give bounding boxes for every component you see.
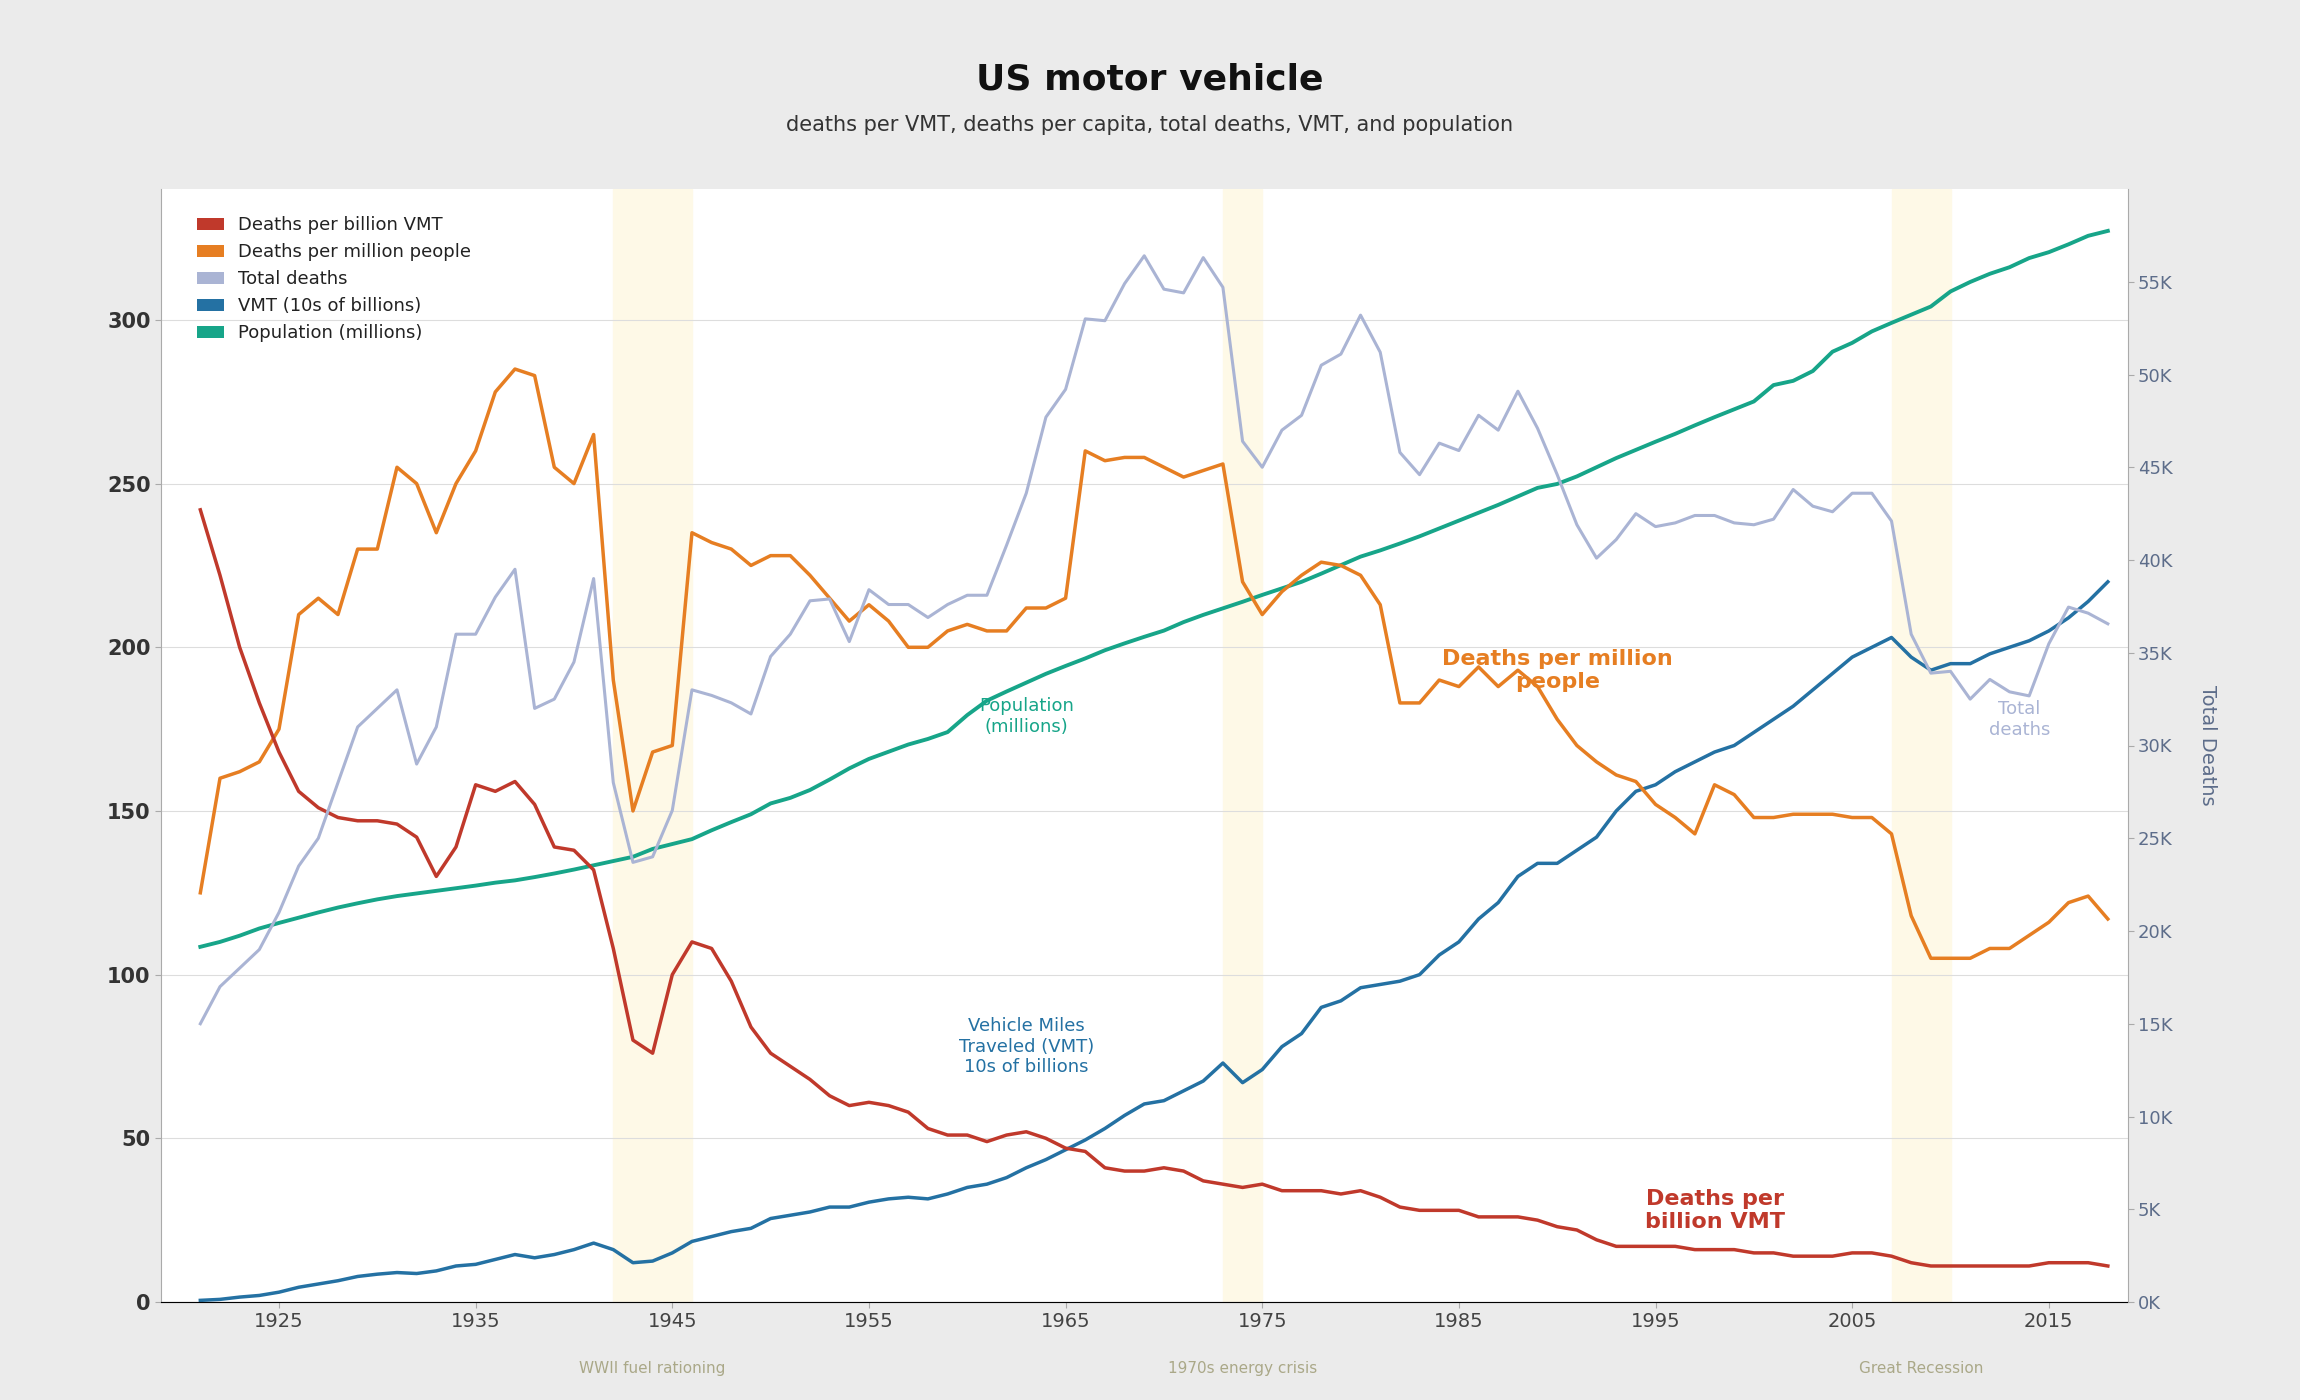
Text: WWII fuel rationing: WWII fuel rationing (580, 1361, 727, 1376)
Text: US motor vehicle: US motor vehicle (975, 63, 1325, 97)
Bar (614, 189, 692, 1302)
Text: Total
deaths: Total deaths (1990, 700, 2049, 739)
Text: Deaths per
billion VMT: Deaths per billion VMT (1644, 1189, 1785, 1232)
Legend: Deaths per billion VMT, Deaths per million people, Total deaths, VMT (10s of bil: Deaths per billion VMT, Deaths per milli… (189, 209, 478, 350)
Text: Great Recession: Great Recession (1858, 1361, 1983, 1376)
Text: deaths per VMT, deaths per capita, total deaths, VMT, and population: deaths per VMT, deaths per capita, total… (787, 115, 1513, 134)
Bar (1891, 189, 1950, 1302)
Y-axis label: Total Deaths: Total Deaths (2199, 685, 2217, 806)
Text: 1970s energy crisis: 1970s energy crisis (1168, 1361, 1318, 1376)
Bar (1224, 189, 1263, 1302)
Text: Deaths per million
people: Deaths per million people (1442, 648, 1672, 692)
Text: Vehicle Miles
Traveled (VMT)
10s of billions: Vehicle Miles Traveled (VMT) 10s of bill… (959, 1016, 1095, 1077)
Text: Population
(millions): Population (millions) (980, 697, 1074, 735)
